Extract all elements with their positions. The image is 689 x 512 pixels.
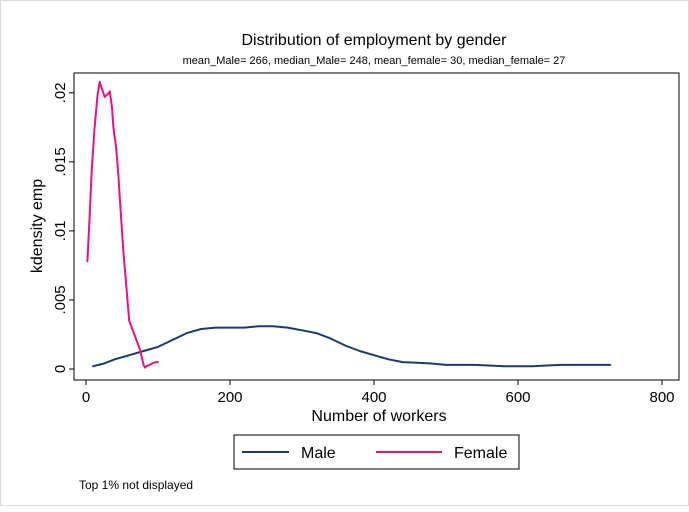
legend-label-male: Male [301, 445, 336, 462]
chart-subtitle: mean_Male= 266, median_Male= 248, mean_f… [183, 55, 566, 67]
chart-title: Distribution of employment by gender [241, 32, 507, 49]
x-tick-label: 200 [217, 389, 242, 406]
y-tick-label: .005 [52, 285, 69, 314]
footnote: Top 1% not displayed [79, 478, 193, 492]
series-line-male [92, 325, 612, 368]
x-tick-label: 0 [82, 389, 90, 406]
legend-label-female: Female [454, 445, 507, 462]
x-axis-label: Number of workers [311, 408, 446, 425]
y-axis-label: kdensity emp [29, 179, 46, 273]
series-line-female [86, 80, 159, 369]
y-tick-label: .01 [52, 220, 69, 241]
legend: Male Female [242, 445, 507, 462]
y-tick-label: .02 [52, 82, 69, 103]
x-tick-label: 400 [361, 389, 386, 406]
y-tick-label: .015 [52, 147, 69, 176]
axes: 0 200 400 600 800 0 .005 .01 .015 .02 [52, 82, 675, 406]
y-tick-label: 0 [52, 365, 69, 373]
x-tick-label: 800 [649, 389, 674, 406]
series-lines [86, 80, 612, 369]
plot-area [73, 72, 680, 381]
x-tick-label: 600 [505, 389, 530, 406]
